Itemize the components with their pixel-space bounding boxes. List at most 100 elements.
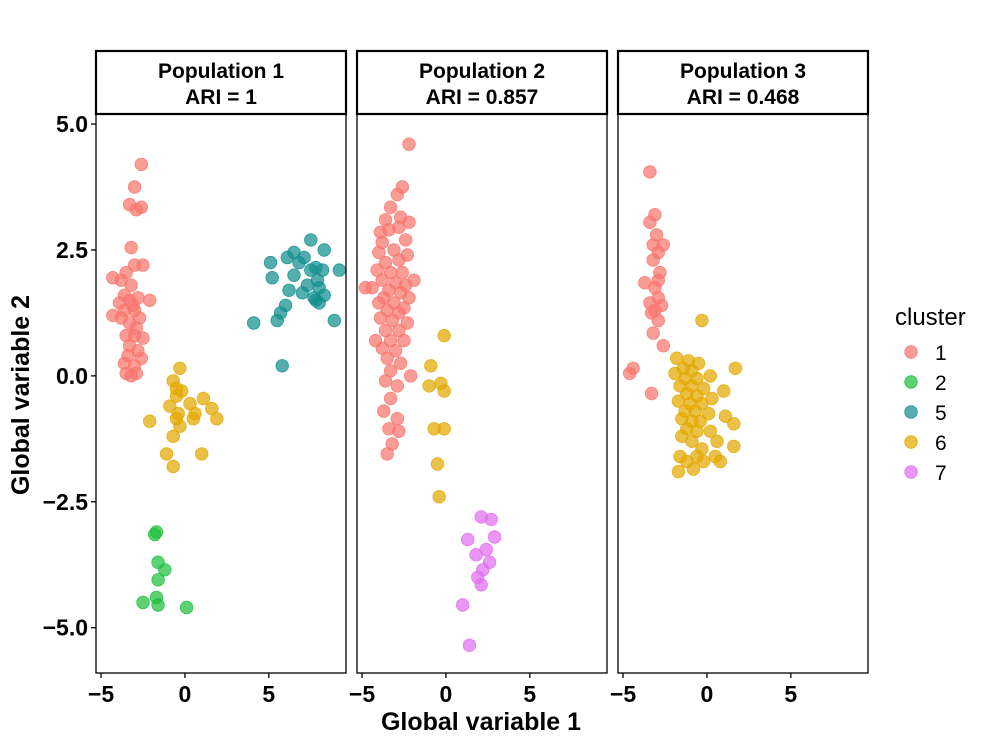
data-point	[484, 512, 498, 527]
panel-border	[617, 113, 869, 674]
legend-label: 6	[935, 432, 947, 455]
data-point	[136, 331, 150, 345]
facet-title: Population 3	[680, 60, 806, 83]
data-point	[385, 313, 399, 328]
y-tick-label: −5.0	[43, 615, 88, 641]
data-point	[404, 369, 418, 383]
facet-strip	[616, 49, 870, 116]
legend-label: 2	[935, 372, 947, 395]
data-point	[424, 359, 438, 373]
facet-strip	[94, 49, 348, 116]
data-point	[136, 258, 150, 272]
data-point	[703, 369, 718, 383]
data-point	[686, 462, 701, 476]
data-point	[196, 391, 211, 406]
data-point	[392, 424, 406, 439]
panel-1: Population 1 ARI = 1	[94, 49, 348, 674]
data-point	[287, 268, 301, 282]
data-point	[432, 490, 446, 504]
data-point	[378, 374, 393, 388]
panel-border	[95, 113, 347, 674]
data-point	[671, 464, 686, 479]
y-axis-title: Global variable 2	[7, 295, 35, 495]
data-point	[166, 429, 180, 444]
legend-key	[904, 375, 918, 389]
data-point	[727, 439, 741, 454]
data-point	[718, 409, 733, 423]
data-point	[142, 293, 157, 308]
legend-label: 7	[935, 462, 947, 485]
data-point	[380, 447, 394, 461]
data-point	[280, 250, 295, 265]
data-point	[469, 548, 483, 562]
data-point	[728, 361, 743, 376]
data-point	[685, 434, 699, 449]
y-tick-label: 5.0	[56, 111, 88, 137]
panel-3: Population 3 ARI = 0.468	[616, 49, 870, 674]
data-point	[365, 281, 379, 295]
data-point	[383, 200, 398, 214]
data-point	[136, 595, 150, 610]
data-point	[127, 180, 142, 194]
panel-border	[356, 113, 608, 674]
data-point	[327, 313, 342, 328]
data-point	[295, 286, 310, 300]
data-point	[129, 202, 144, 217]
data-point	[312, 296, 326, 310]
data-point	[124, 369, 138, 383]
data-point	[332, 263, 347, 277]
data-point	[651, 313, 666, 328]
legend-key	[904, 345, 918, 359]
data-point	[393, 356, 408, 371]
data-point	[713, 454, 728, 469]
series-cluster-6	[668, 313, 743, 479]
legend-label: 1	[935, 342, 947, 365]
series-cluster-1	[623, 165, 671, 401]
legend-key	[904, 405, 918, 419]
data-point	[173, 419, 187, 433]
data-point	[142, 414, 157, 428]
x-tick-label: 5	[784, 681, 797, 707]
data-point	[375, 273, 389, 287]
data-point	[179, 600, 194, 615]
data-point	[388, 344, 403, 358]
x-axis: −5 0 5 −5 0 5 −5 0 5	[88, 673, 797, 707]
data-point	[487, 530, 502, 544]
data-point	[646, 253, 660, 267]
data-point	[437, 328, 451, 343]
data-point	[397, 333, 411, 348]
data-point	[701, 406, 716, 421]
data-point	[134, 157, 149, 172]
series-cluster-1	[358, 137, 421, 461]
panel-2: Population 2 ARI = 0.857	[355, 49, 609, 674]
legend-title: cluster	[895, 304, 966, 331]
data-point	[437, 384, 451, 398]
data-point	[656, 339, 671, 353]
legend-key	[904, 435, 918, 449]
data-point	[456, 598, 470, 612]
data-point	[263, 255, 278, 270]
data-point	[317, 243, 331, 257]
facet-ari: ARI = 0.468	[687, 86, 800, 109]
data-point	[372, 245, 386, 260]
data-point	[163, 399, 177, 413]
legend-item: 1	[904, 342, 947, 365]
data-point	[169, 389, 184, 403]
x-tick-label: 0	[179, 681, 192, 707]
data-point	[710, 434, 724, 449]
data-point	[282, 283, 296, 298]
series-cluster-5	[246, 233, 347, 373]
data-point	[462, 638, 477, 653]
data-point	[422, 379, 436, 393]
facet-panels: Population 1 ARI = 1 Population 2 ARI = 0.8…	[94, 49, 870, 674]
facet-ari: ARI = 1	[185, 86, 257, 109]
data-point	[695, 313, 709, 328]
facet-title: Population 1	[158, 60, 284, 83]
data-point	[400, 316, 415, 330]
data-point	[383, 391, 398, 406]
legend-key	[904, 465, 918, 479]
data-point	[643, 165, 657, 179]
data-point	[643, 215, 657, 230]
data-point	[430, 457, 445, 471]
